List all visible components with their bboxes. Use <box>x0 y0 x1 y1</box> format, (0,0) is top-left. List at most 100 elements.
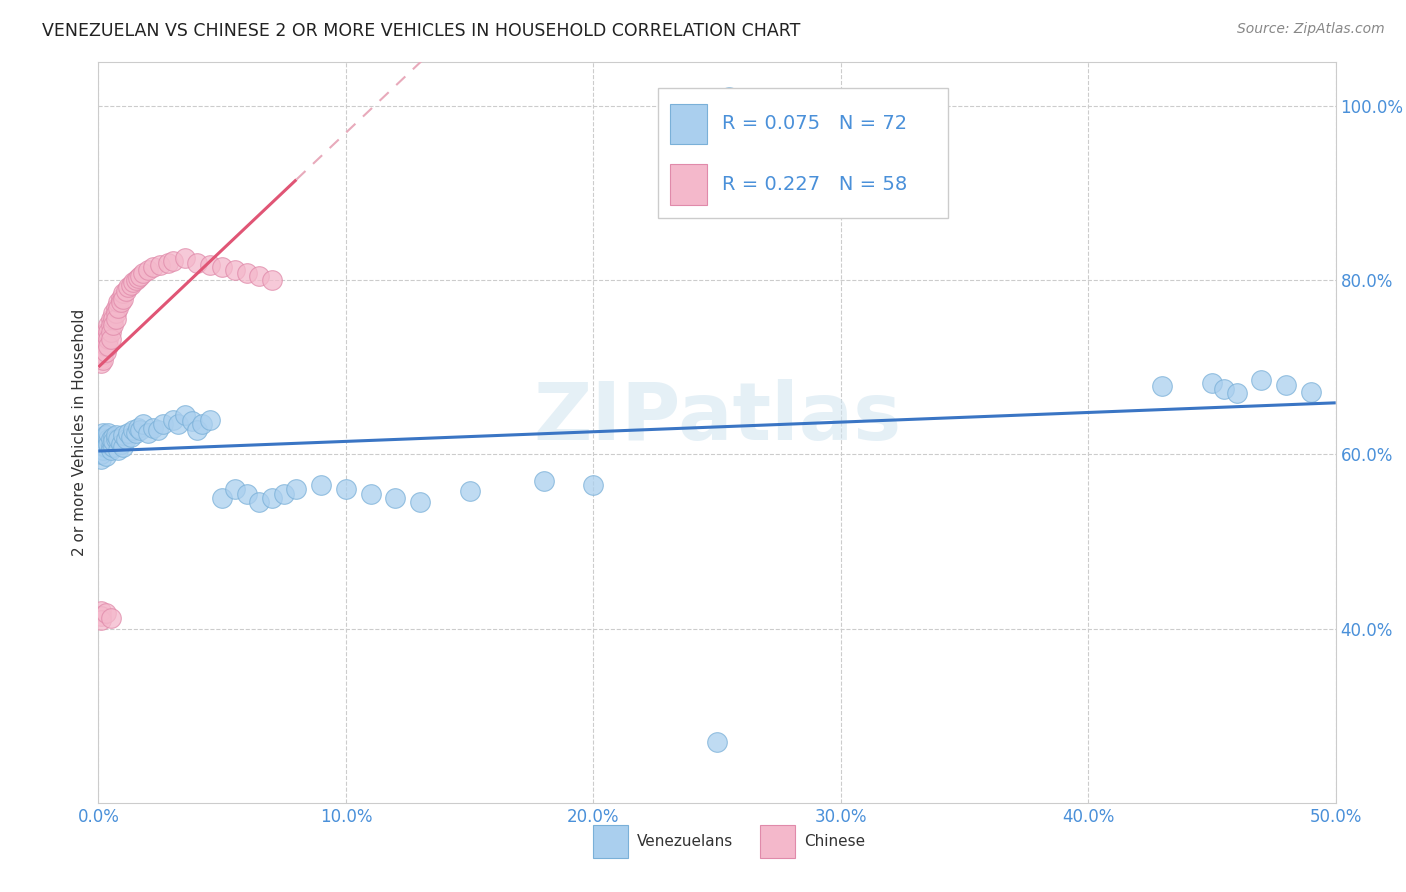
Point <box>122 275 145 289</box>
Point <box>149 258 172 272</box>
Point <box>97 318 120 333</box>
Point <box>90 430 112 444</box>
Point <box>107 301 129 315</box>
Point <box>110 291 132 305</box>
Point <box>458 483 481 498</box>
Point <box>236 266 259 280</box>
Point <box>360 486 382 500</box>
Point <box>94 333 117 347</box>
Point <box>90 604 112 618</box>
Point <box>103 441 125 455</box>
Point <box>162 254 184 268</box>
Point <box>90 434 112 449</box>
Point <box>142 421 165 435</box>
Point <box>166 417 188 431</box>
Point <box>93 338 115 352</box>
Point <box>1152 379 1174 393</box>
Point <box>1213 382 1236 396</box>
Point <box>285 482 308 496</box>
Point <box>247 268 270 283</box>
Point <box>94 606 117 620</box>
Point <box>114 432 136 446</box>
Point <box>107 443 129 458</box>
Point <box>94 434 117 449</box>
Point <box>100 432 122 446</box>
Point <box>224 482 246 496</box>
Y-axis label: 2 or more Vehicles in Household: 2 or more Vehicles in Household <box>72 309 87 557</box>
Point <box>718 90 741 104</box>
Point <box>104 306 127 320</box>
Point <box>110 437 132 451</box>
Point <box>90 356 112 370</box>
Point <box>93 425 115 440</box>
Point <box>107 432 129 446</box>
Point <box>127 421 149 435</box>
Point <box>335 482 357 496</box>
Point <box>1201 376 1223 390</box>
Point <box>90 447 112 461</box>
Point <box>132 417 155 431</box>
Point <box>107 295 129 310</box>
Point <box>90 451 112 466</box>
Point <box>162 412 184 426</box>
Bar <box>593 825 628 858</box>
Point <box>97 326 120 340</box>
Point <box>100 318 122 333</box>
Point <box>112 441 135 455</box>
Point <box>93 439 115 453</box>
Point <box>97 432 120 446</box>
Point <box>124 273 146 287</box>
Point <box>90 338 112 352</box>
Point <box>260 491 283 505</box>
Point <box>100 333 122 347</box>
Point <box>94 449 117 463</box>
Point <box>1250 373 1272 387</box>
Text: ZIPatlas: ZIPatlas <box>533 379 901 457</box>
FancyBboxPatch shape <box>658 88 949 218</box>
Point <box>94 326 117 340</box>
Point <box>94 428 117 442</box>
Bar <box>671 164 707 205</box>
Point <box>142 260 165 274</box>
Point <box>93 347 115 361</box>
Point <box>100 611 122 625</box>
Point <box>90 351 112 366</box>
Point <box>120 277 142 292</box>
Text: R = 0.075   N = 72: R = 0.075 N = 72 <box>723 114 907 134</box>
Point <box>100 439 122 453</box>
Point <box>136 425 159 440</box>
Point <box>181 414 204 428</box>
Point <box>186 423 208 437</box>
Bar <box>671 103 707 145</box>
Point <box>100 312 122 326</box>
Point <box>236 486 259 500</box>
Point <box>211 491 233 505</box>
Text: Venezuelans: Venezuelans <box>637 834 733 849</box>
Point <box>409 495 432 509</box>
Point <box>94 441 117 455</box>
Point <box>129 423 152 437</box>
Point <box>174 408 197 422</box>
Point <box>224 262 246 277</box>
Point <box>104 428 127 442</box>
Point <box>97 437 120 451</box>
Point <box>117 425 139 440</box>
Point <box>103 312 125 326</box>
Point <box>146 423 169 437</box>
Point <box>533 474 555 488</box>
Point <box>90 608 112 623</box>
Point <box>198 258 221 272</box>
Point <box>104 312 127 326</box>
Point <box>97 338 120 352</box>
Point <box>1275 377 1298 392</box>
Point <box>136 262 159 277</box>
Point <box>93 443 115 458</box>
Point <box>191 417 214 431</box>
Point <box>112 293 135 307</box>
Point <box>129 268 152 283</box>
Point <box>112 428 135 442</box>
Point <box>90 613 112 627</box>
Point <box>211 260 233 274</box>
Point <box>112 286 135 301</box>
Point <box>174 252 197 266</box>
